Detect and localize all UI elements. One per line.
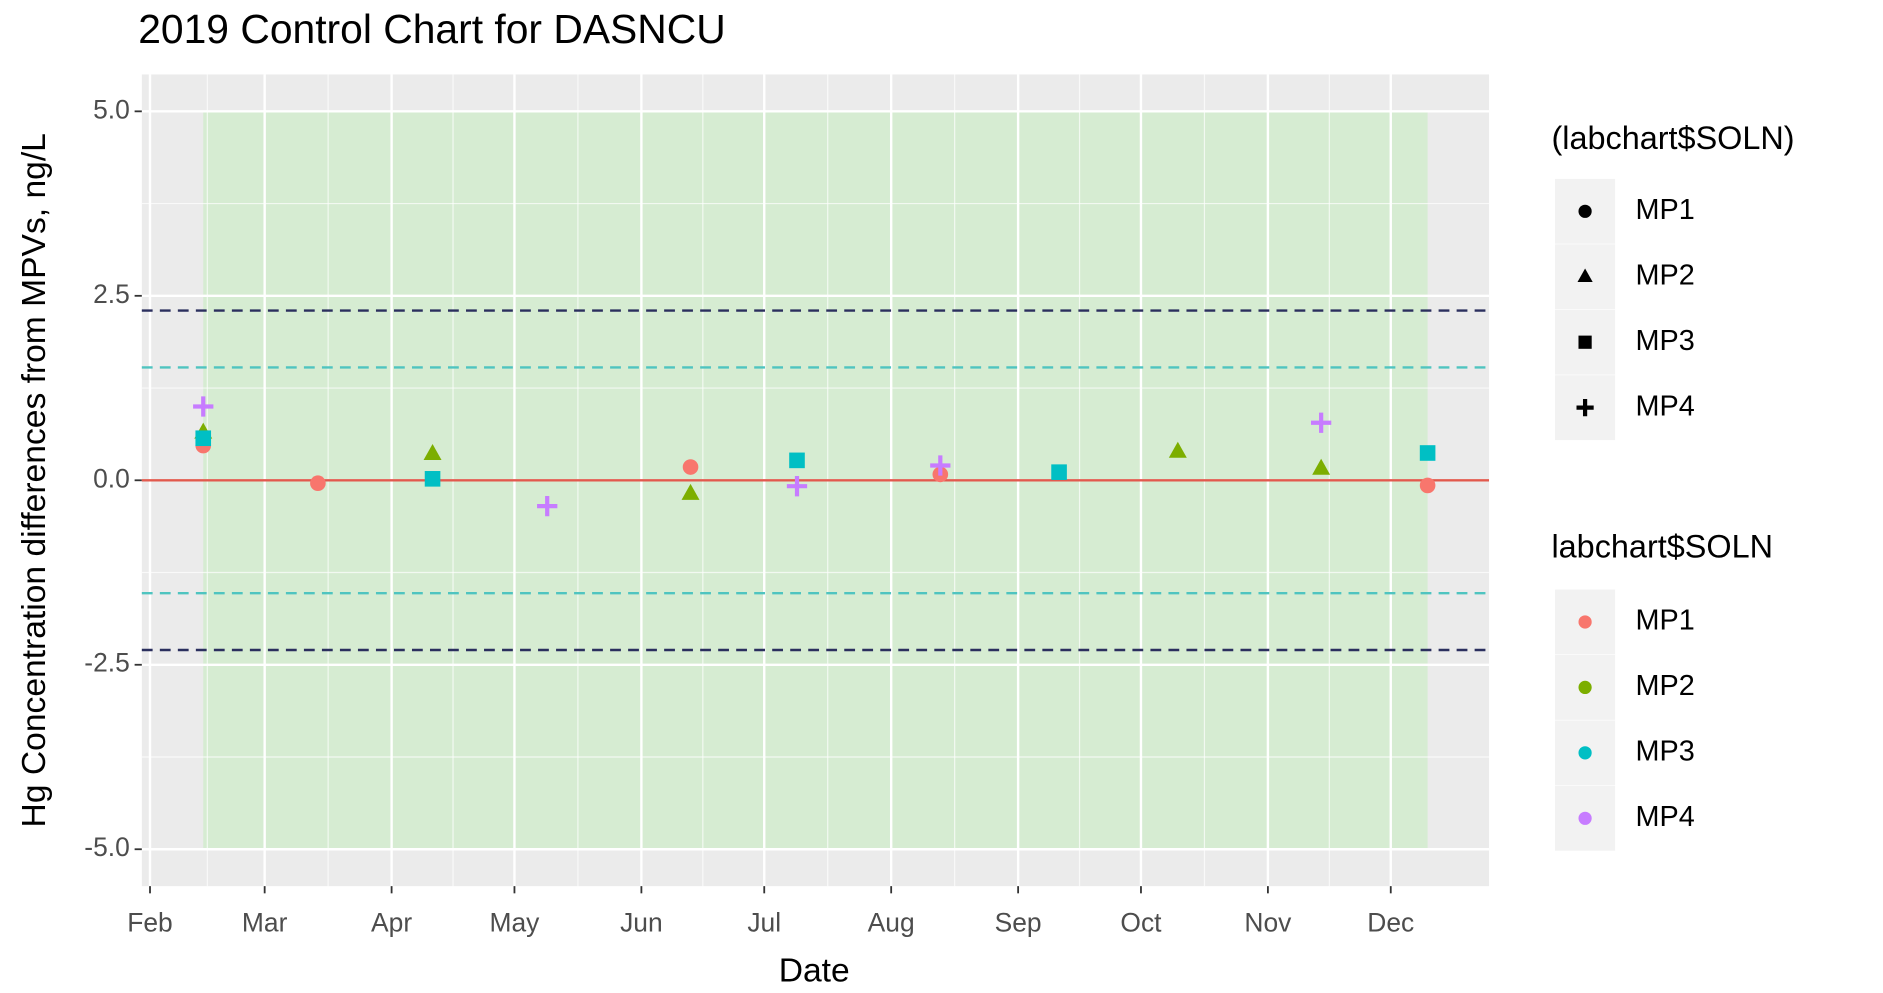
color-legend-symbol bbox=[1578, 811, 1592, 825]
y-tick-label: -2.5 bbox=[84, 648, 130, 678]
x-tick-label: Sep bbox=[995, 908, 1042, 938]
legend-title: (labchart$SOLN) bbox=[1551, 120, 1794, 156]
x-tick-label: Aug bbox=[868, 908, 915, 938]
shape-legend-label: MP3 bbox=[1636, 325, 1695, 357]
point bbox=[1310, 412, 1332, 433]
x-tick-label: Oct bbox=[1120, 908, 1162, 938]
color-legend-symbol bbox=[1578, 615, 1592, 629]
point bbox=[1419, 445, 1436, 461]
shape-legend-label: MP1 bbox=[1636, 194, 1695, 226]
point bbox=[195, 430, 212, 447]
point bbox=[310, 475, 326, 492]
x-tick-label: Jul bbox=[747, 908, 781, 938]
point bbox=[1419, 477, 1436, 494]
shape-legend-symbol bbox=[1578, 335, 1592, 349]
color-legend-symbol bbox=[1578, 746, 1592, 760]
y-tick-label: -5.0 bbox=[84, 832, 130, 862]
point bbox=[789, 452, 805, 469]
point bbox=[681, 483, 700, 500]
x-tick-label: Jun bbox=[620, 908, 663, 938]
x-tick-label: Apr bbox=[371, 908, 412, 938]
point bbox=[1051, 464, 1067, 480]
point bbox=[682, 459, 699, 475]
color-legend-symbol bbox=[1578, 680, 1592, 695]
x-tick-label: Dec bbox=[1367, 908, 1414, 938]
x-tick-label: Mar bbox=[242, 908, 288, 938]
point bbox=[424, 471, 441, 487]
point bbox=[423, 443, 442, 460]
shape-legend-label: MP4 bbox=[1636, 390, 1695, 422]
y-tick-label: 0.0 bbox=[93, 463, 130, 493]
chart-title: 2019 Control Chart for DASNCU bbox=[138, 6, 725, 52]
color-legend-label: MP4 bbox=[1636, 801, 1695, 833]
x-tick-label: Feb bbox=[127, 908, 173, 938]
color-legend-label: MP2 bbox=[1636, 670, 1695, 702]
legend-title: labchart$SOLN bbox=[1551, 528, 1773, 564]
color-legend-label: MP1 bbox=[1636, 605, 1695, 637]
shape-legend-symbol bbox=[1577, 268, 1593, 283]
x-axis-title: Date bbox=[779, 952, 850, 989]
shape-legend-symbol bbox=[1578, 204, 1592, 218]
shape-legend-symbol bbox=[1576, 399, 1594, 417]
point bbox=[1168, 441, 1187, 458]
point bbox=[537, 495, 558, 517]
point bbox=[1312, 458, 1331, 475]
point bbox=[930, 455, 951, 476]
x-tick-label: Nov bbox=[1244, 908, 1292, 938]
color-legend-label: MP3 bbox=[1636, 735, 1695, 767]
point bbox=[193, 396, 214, 417]
x-tick-label: May bbox=[490, 908, 541, 938]
y-tick-label: 5.0 bbox=[93, 94, 130, 124]
y-axis-title: Hg Concentration differences from MPVs, … bbox=[16, 133, 53, 827]
point bbox=[786, 476, 808, 497]
shape-legend-label: MP2 bbox=[1636, 259, 1695, 291]
y-tick-label: 2.5 bbox=[93, 279, 130, 309]
